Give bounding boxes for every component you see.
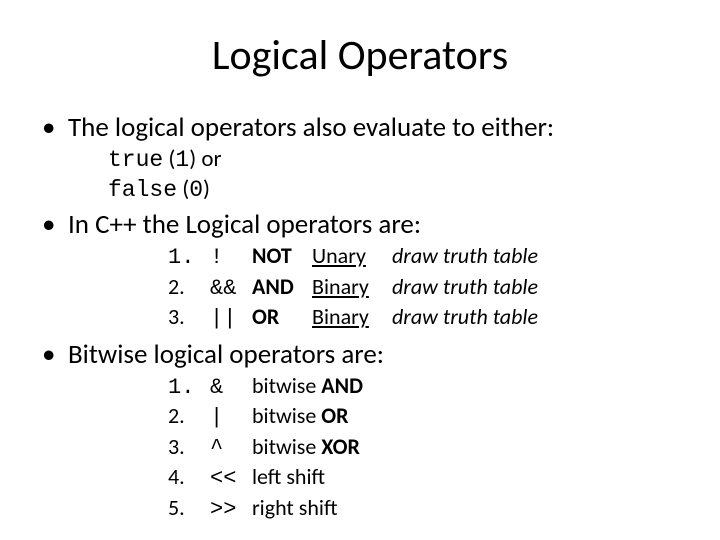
bullet2-text: In C++ the Logical operators are:	[68, 208, 421, 241]
op3-num: 3.	[168, 303, 210, 332]
b1-num: 1.	[168, 374, 210, 403]
op1-note: draw truth table	[392, 242, 538, 271]
b3-rest: bitwise XOR	[252, 433, 360, 462]
op3-name: OR	[252, 303, 312, 332]
bullet1-text: The logical operators also evaluate to e…	[68, 111, 554, 144]
op2-name: AND	[252, 273, 312, 302]
b5-rest: right shift	[252, 494, 338, 523]
b5-num: 5.	[168, 494, 210, 523]
b4-num: 4.	[168, 463, 210, 492]
bitwise-row-4: 4. << left shift	[168, 463, 680, 494]
op3-type: Binary	[312, 303, 392, 332]
b5-sym: >>	[210, 496, 252, 525]
b2-pre: bitwise	[252, 402, 321, 429]
b5-pre: right shift	[252, 494, 338, 521]
b1-sym: &	[210, 374, 252, 403]
b2-rest: bitwise OR	[252, 402, 349, 431]
op1-num: 1.	[168, 244, 210, 273]
sub-false-line: false (0)	[68, 175, 680, 205]
false-num: 0	[189, 177, 203, 203]
op2-sym: &&	[210, 275, 252, 304]
b4-pre: left shift	[252, 463, 325, 490]
b4-sym: <<	[210, 465, 252, 494]
slide-title: Logical Operators	[40, 30, 680, 81]
b1-bold: AND	[321, 372, 363, 399]
bitwise-row-3: 3. ^ bitwise XOR	[168, 433, 680, 464]
logical-op-list: 1. ! NOT Unary draw truth table 2. && AN…	[68, 242, 680, 334]
b1-rest: bitwise AND	[252, 372, 363, 401]
op1-name: NOT	[252, 242, 312, 271]
paren-close-1: )	[189, 145, 196, 173]
slide-body: The logical operators also evaluate to e…	[40, 111, 680, 525]
b1-pre: bitwise	[252, 372, 321, 399]
bullet3-text: Bitwise logical operators are:	[68, 338, 384, 371]
b2-sym: |	[210, 404, 252, 433]
op2-type: Binary	[312, 273, 392, 302]
or-word: or	[201, 145, 221, 173]
paren-close-2: )	[203, 175, 210, 203]
bullet-item-3: Bitwise logical operators are: 1. & bitw…	[40, 338, 680, 525]
sub-true-line: true (1) or	[68, 145, 680, 175]
bitwise-row-1: 1. & bitwise AND	[168, 372, 680, 403]
op1-sym: !	[210, 244, 252, 273]
logical-row-3: 3. || OR Binary draw truth table	[168, 303, 680, 334]
b4-rest: left shift	[252, 463, 325, 492]
false-word: false	[108, 177, 177, 203]
op1-type: Unary	[312, 242, 392, 271]
b2-num: 2.	[168, 402, 210, 431]
logical-row-1: 1. ! NOT Unary draw truth table	[168, 242, 680, 273]
bullet-item-1: The logical operators also evaluate to e…	[40, 111, 680, 204]
bullet-item-2: In C++ the Logical operators are: 1. ! N…	[40, 208, 680, 334]
slide: Logical Operators The logical operators …	[0, 0, 720, 540]
bitwise-op-list: 1. & bitwise AND 2. | bitwise OR	[68, 372, 680, 525]
b3-bold: XOR	[321, 433, 360, 460]
b3-num: 3.	[168, 433, 210, 462]
true-word: true	[108, 147, 163, 173]
op3-sym: ||	[210, 305, 252, 334]
bullet-list: The logical operators also evaluate to e…	[40, 111, 680, 525]
op2-num: 2.	[168, 273, 210, 302]
bitwise-row-2: 2. | bitwise OR	[168, 402, 680, 433]
op3-note: draw truth table	[392, 303, 538, 332]
b3-sym: ^	[210, 435, 252, 464]
bitwise-row-5: 5. >> right shift	[168, 494, 680, 525]
b3-pre: bitwise	[252, 433, 321, 460]
true-num: 1	[175, 147, 189, 173]
b2-bold: OR	[321, 402, 348, 429]
logical-row-2: 2. && AND Binary draw truth table	[168, 273, 680, 304]
op2-note: draw truth table	[392, 273, 538, 302]
